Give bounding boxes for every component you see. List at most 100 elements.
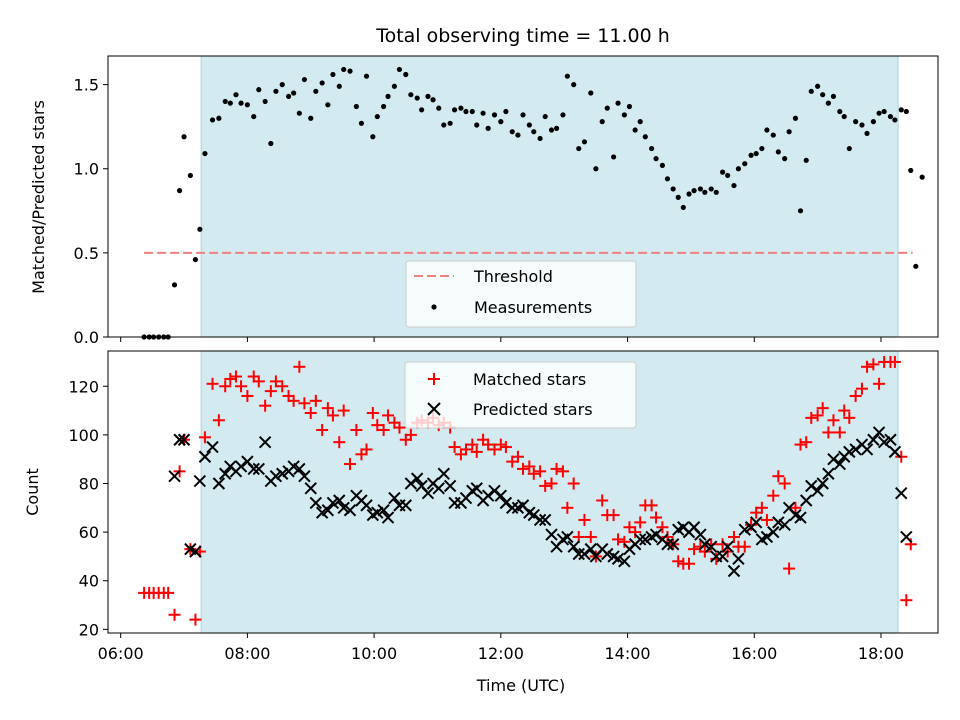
measurement-point: [680, 204, 686, 211]
matched-star-point: [838, 404, 851, 417]
predicted-star-point: [895, 487, 908, 500]
matched-star-point: [772, 470, 785, 483]
predicted-star-stroke: [749, 516, 763, 529]
predicted-star-point: [816, 477, 829, 490]
predicted-star-stroke: [421, 487, 435, 500]
ratio-y-axis-label: Matched/Predicted stars: [29, 100, 48, 294]
count-x-ticks: 06:00 08:00 10:00 12:00 14:00 16:00 18:00: [98, 633, 904, 663]
predicted-star-stroke: [206, 440, 219, 454]
matched-star-point: [827, 414, 840, 427]
x-tick-label: 06:00: [98, 644, 144, 663]
predicted-star-stroke: [884, 433, 897, 446]
measurement-point: [498, 119, 504, 125]
predicted-star-point: [805, 479, 818, 493]
predicted-star-point: [561, 530, 574, 544]
measurement-point: [469, 108, 475, 115]
matched-star-point: [252, 375, 265, 388]
predicted-star-stroke: [337, 501, 350, 515]
predicted-star-point: [794, 511, 807, 524]
measurement-point: [903, 108, 909, 115]
predicted-star-stroke: [189, 545, 202, 558]
predicted-star-point: [843, 445, 856, 459]
matched-star-point: [867, 358, 880, 371]
predicted-star-point: [360, 499, 373, 512]
measurement-point: [748, 152, 754, 158]
predicted-star-stroke: [234, 460, 248, 473]
predicted-star-stroke: [618, 555, 631, 568]
predicted-star-stroke: [298, 469, 311, 483]
matched-star-point: [900, 594, 913, 607]
predicted-star-stroke: [607, 550, 620, 563]
measurement-point: [770, 132, 776, 138]
predicted-star-stroke: [888, 445, 902, 459]
matched-star-point: [219, 380, 232, 393]
ratio-y-tick-label: 0.0: [74, 328, 99, 347]
matched-star-point: [344, 458, 357, 471]
matched-star-point: [264, 385, 277, 398]
measurement-point: [786, 129, 792, 135]
predicted-star-stroke: [404, 477, 418, 490]
predicted-star-stroke: [584, 542, 598, 556]
measurement-point: [197, 226, 203, 232]
predicted-star-stroke: [639, 533, 652, 546]
matched-star-point: [888, 355, 901, 368]
measurement-point: [892, 117, 898, 123]
measurement-point: [491, 112, 498, 118]
predicted-star-point: [506, 501, 519, 515]
measurement-point: [898, 107, 904, 113]
predicted-star-point: [827, 452, 840, 466]
matched-star-point: [688, 543, 701, 556]
predicted-star-stroke: [212, 477, 226, 490]
predicted-star-stroke: [611, 552, 625, 566]
predicted-star-point: [611, 552, 625, 566]
predicted-star-point: [198, 450, 212, 463]
predicted-star-point: [772, 516, 785, 529]
measurement-point: [296, 110, 302, 116]
matched-star-point: [767, 489, 780, 502]
matched-star-point: [805, 411, 818, 424]
predicted-star-stroke: [816, 477, 829, 490]
predicted-star-stroke: [470, 482, 483, 495]
count-y-tick-label: 60: [79, 523, 99, 542]
ratio-y-ticks: 0.0 0.5 1.0 1.5: [74, 76, 108, 347]
measurement-point: [279, 82, 285, 88]
predicted-star-stroke: [716, 550, 729, 563]
predicted-star-point: [212, 477, 226, 490]
predicted-star-stroke: [794, 511, 807, 524]
predicted-star-stroke: [567, 540, 580, 553]
matched-star-point: [488, 443, 501, 456]
predicted-star-point: [432, 482, 445, 495]
measurement-point: [853, 119, 859, 125]
predicted-star-stroke: [437, 467, 451, 480]
measurement-point: [319, 80, 325, 86]
predicted-star-stroke: [760, 530, 774, 544]
predicted-star-point: [572, 547, 585, 561]
predicted-star-stroke: [872, 426, 886, 439]
measurement-point: [581, 139, 588, 145]
measurement-point: [764, 127, 770, 133]
matched-star-point: [618, 535, 631, 548]
measurement-point: [358, 120, 365, 126]
matched-star-point: [511, 450, 524, 463]
predicted-star-stroke: [443, 479, 457, 493]
measurement-point: [599, 119, 605, 125]
predicted-star-stroke: [499, 496, 513, 510]
measurement-points: [141, 66, 925, 340]
predicted-star-point: [584, 542, 598, 556]
count-y-tick-label: 100: [68, 426, 99, 445]
predicted-star-point: [437, 467, 451, 480]
x-tick-label: 10:00: [351, 644, 397, 663]
predicted-star-point: [527, 508, 540, 522]
predicted-star-point: [760, 530, 774, 544]
matched-star-point: [545, 477, 558, 490]
predicted-star-point: [388, 491, 401, 505]
measurement-point: [792, 115, 799, 121]
matched-star-point: [316, 424, 329, 437]
predicted-star-point: [533, 513, 547, 527]
predicted-star-point: [639, 533, 652, 546]
predicted-star-stroke: [343, 504, 357, 517]
predicted-star-point: [867, 433, 880, 446]
predicted-star-point: [252, 462, 266, 476]
predicted-star-point: [499, 496, 513, 510]
matched-star-point: [293, 360, 306, 373]
